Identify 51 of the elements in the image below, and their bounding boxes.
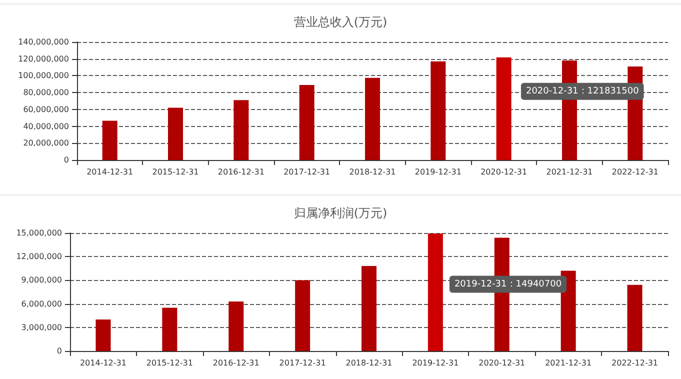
x-tick-label: 2018-12-31: [349, 168, 396, 176]
y-tick-label: 120,000,000: [18, 54, 69, 64]
y-tick-label: 0: [64, 156, 69, 164]
bar: [228, 301, 244, 351]
bar: [627, 284, 642, 351]
x-tick-label: 2020-12-31: [478, 358, 526, 368]
x-tick-label: 2017-12-31: [284, 168, 330, 176]
bar: [102, 120, 118, 160]
bar: [428, 233, 443, 351]
bar: [496, 57, 512, 160]
bar: [560, 270, 576, 351]
bar: [430, 61, 446, 160]
x-tick-label: 2021-12-31: [546, 168, 593, 176]
y-tick-label: 40,000,000: [23, 122, 69, 131]
bar: [234, 100, 249, 160]
x-tick-label: 2019-12-31: [414, 168, 462, 176]
x-tick-label: 2017-12-31: [279, 358, 326, 368]
x-tick-label: 2019-12-31: [412, 358, 459, 368]
chart-title: 营业总收入(万元): [294, 15, 388, 29]
x-tick-label: 2021-12-31: [545, 358, 592, 368]
bar: [365, 78, 380, 160]
y-tick-label: 9,000,000: [21, 276, 62, 285]
annotation: 2020-12-31：121831500: [526, 86, 640, 96]
y-tick-label: 3,000,000: [21, 322, 62, 332]
bar: [168, 108, 183, 160]
bar: [295, 280, 310, 351]
bar: [162, 308, 178, 351]
x-tick-label: 2016-12-31: [212, 358, 260, 368]
y-tick-label: 80,000,000: [23, 88, 69, 98]
x-tick-label: 2015-12-31: [146, 358, 193, 368]
y-tick-label: 15,000,000: [16, 228, 62, 238]
bar: [96, 320, 111, 351]
annotation: 2019-12-31：14940700: [454, 279, 562, 290]
chart-title: 归属净利润(万元): [294, 206, 388, 220]
x-tick-label: 2018-12-31: [346, 358, 392, 368]
bar: [299, 84, 314, 160]
y-tick-label: 12,000,000: [16, 252, 62, 262]
x-tick-label: 2022-12-31: [612, 358, 658, 368]
bar: [362, 266, 376, 351]
y-tick-label: 6,000,000: [21, 299, 62, 308]
x-tick-label: 2014-12-31: [80, 358, 126, 368]
y-tick-label: 20,000,000: [23, 138, 69, 148]
y-tick-label: 140,000,000: [18, 38, 69, 46]
y-tick-label: 60,000,000: [23, 104, 69, 114]
x-tick-label: 2022-12-31: [612, 168, 658, 176]
x-tick-label: 2020-12-31: [480, 168, 528, 176]
x-tick-label: 2016-12-31: [218, 168, 264, 176]
y-tick-label: 0: [56, 346, 62, 356]
y-tick-label: 100,000,000: [18, 71, 69, 80]
x-tick-label: 2014-12-31: [86, 168, 134, 176]
x-tick-label: 2015-12-31: [152, 168, 199, 176]
